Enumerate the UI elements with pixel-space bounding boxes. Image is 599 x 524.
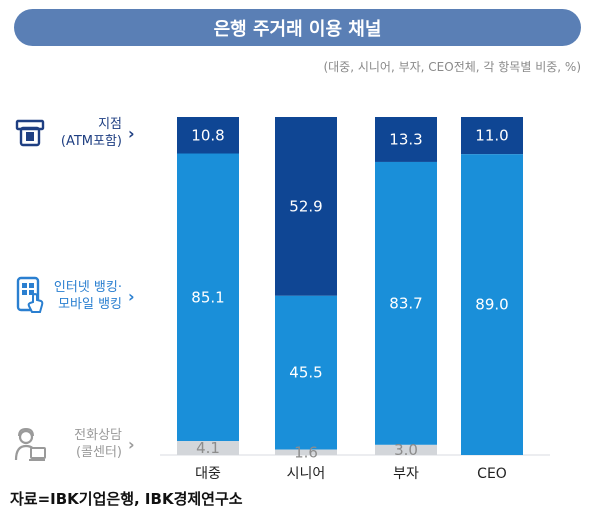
category-phone: 전화상담 (콜센터) ›	[14, 424, 135, 464]
data-label: 85.1	[191, 288, 224, 306]
category-online-line2: 모바일 뱅킹	[58, 297, 122, 312]
data-label: 83.7	[389, 294, 422, 312]
data-label: 3.0	[394, 441, 418, 459]
atm-icon	[14, 113, 46, 153]
category-phone-line2: (콜센터)	[75, 445, 122, 460]
bar-segment	[177, 117, 239, 154]
data-label: 13.3	[389, 130, 422, 148]
data-label: 1.6	[294, 443, 318, 461]
category-phone-line1: 전화상담	[74, 428, 122, 443]
data-label: 11.0	[475, 127, 508, 145]
data-label: 10.8	[191, 126, 224, 144]
x-tick-label: 시니어	[287, 466, 326, 482]
category-online: 인터넷 뱅킹· 모바일 뱅킹 ›	[14, 276, 135, 316]
chevron-right-icon: ›	[128, 434, 135, 454]
bar-segment	[375, 117, 437, 162]
category-branch: 지점 (ATM포함) ›	[14, 113, 135, 153]
bar-segment	[275, 117, 337, 296]
category-branch-line2: (ATM포함)	[60, 134, 122, 149]
data-label: 89.0	[475, 296, 508, 314]
data-label: 52.9	[289, 197, 322, 215]
bar-segment	[375, 161, 437, 445]
bar-segment	[177, 441, 239, 455]
bar-segment	[375, 444, 437, 455]
chart-subtitle: (대중, 시니어, 부자, CEO전체, 각 항목별 비중, %)	[323, 60, 581, 74]
x-tick-label: CEO	[477, 466, 507, 482]
chevron-right-icon: ›	[128, 286, 135, 306]
x-tick-label: 대중	[195, 466, 221, 482]
mobile-phone-icon	[14, 276, 46, 316]
chart-title: 은행 주거래 이용 채널	[14, 9, 581, 46]
call-center-icon	[14, 424, 46, 464]
data-label: 45.5	[289, 364, 322, 382]
bar-segment	[177, 153, 239, 442]
bar-segment	[275, 449, 337, 455]
data-label: 4.1	[196, 439, 220, 457]
source-note: 자료=IBK기업은행, IBK경제연구소	[10, 490, 243, 508]
x-tick-label: 부자	[393, 466, 419, 482]
category-branch-line1: 지점	[98, 117, 122, 132]
bar-segment	[461, 154, 523, 455]
chevron-right-icon: ›	[128, 123, 135, 143]
bar-segment	[275, 295, 337, 450]
bar-segment	[461, 117, 523, 155]
category-online-line1: 인터넷 뱅킹·	[53, 280, 122, 295]
